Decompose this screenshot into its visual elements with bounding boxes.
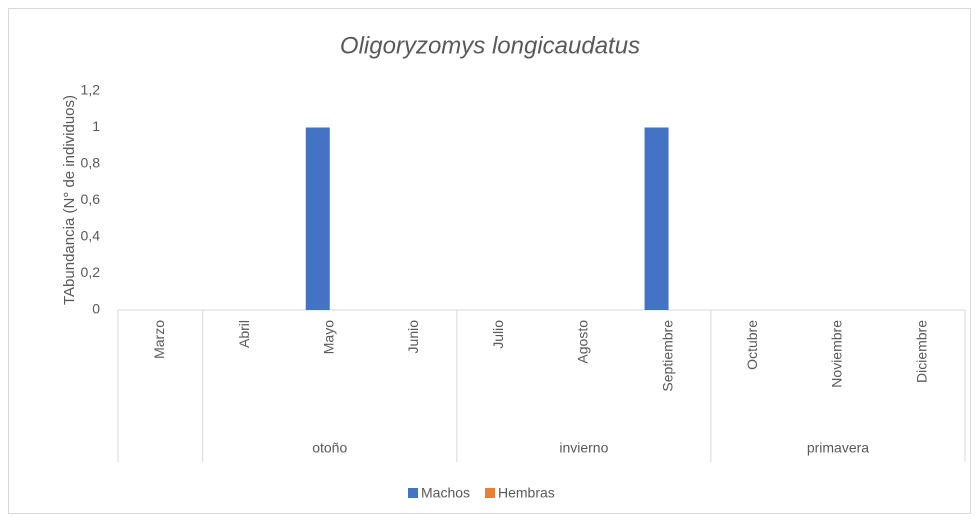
y-tick-label: 0,8 <box>81 155 101 171</box>
y-axis-label: TAbundancia (N° de individuos) <box>61 95 78 305</box>
y-tick-label: 0,2 <box>81 264 101 280</box>
group-label: otoño <box>312 440 347 456</box>
x-tick-label: Mayo <box>320 320 336 354</box>
legend-swatch <box>485 488 495 498</box>
x-tick-label: Junio <box>405 320 421 354</box>
group-label: invierno <box>559 440 608 456</box>
x-tick-label: Diciembre <box>913 320 929 383</box>
y-tick-label: 0,4 <box>81 228 101 244</box>
x-tick-label: Noviembre <box>829 320 845 388</box>
x-tick-label: Marzo <box>151 320 167 359</box>
y-tick-label: 0,6 <box>81 191 101 207</box>
bar <box>644 127 669 310</box>
x-tick-label: Septiembre <box>659 320 675 392</box>
y-tick-label: 1,2 <box>81 82 101 98</box>
legend-label: Hembras <box>498 485 555 501</box>
x-tick-label: Octubre <box>744 320 760 370</box>
chart-title: Oligoryzomys longicaudatus <box>340 32 640 59</box>
x-tick-label: Agosto <box>575 320 591 364</box>
x-tick-label: Abril <box>236 320 252 348</box>
bar <box>305 127 330 310</box>
group-label: primavera <box>807 440 869 456</box>
y-tick-label: 0 <box>92 301 100 317</box>
y-tick-label: 1 <box>92 118 100 134</box>
chart-border <box>8 8 971 514</box>
legend-label: Machos <box>421 485 470 501</box>
x-tick-label: Julio <box>490 320 506 349</box>
legend-swatch <box>408 488 418 498</box>
